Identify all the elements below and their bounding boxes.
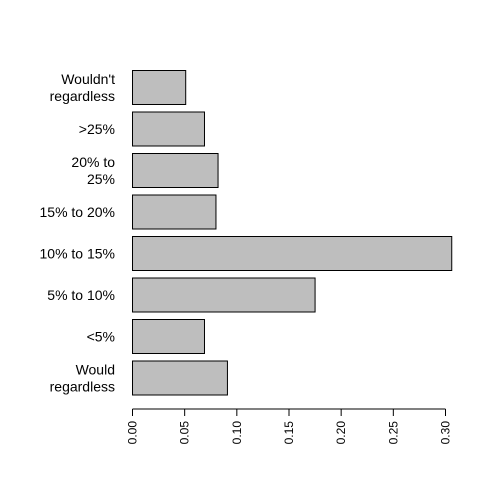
category-label: Would xyxy=(76,362,115,378)
x-tick-label: 0.00 xyxy=(126,421,140,445)
bar xyxy=(132,236,453,271)
bar xyxy=(132,194,217,230)
category-label: 25% xyxy=(87,171,115,187)
x-tick-label: 0.15 xyxy=(282,421,296,445)
category-label: regardless xyxy=(50,379,115,395)
bar xyxy=(132,277,316,313)
category-label: Wouldn't xyxy=(61,71,115,87)
x-tick-label: 0.20 xyxy=(334,421,348,445)
bar xyxy=(132,319,205,354)
bar xyxy=(132,153,219,188)
x-axis: 0.00 0.05 0.10 0.15 0.20 0.25 0.30 xyxy=(126,408,452,445)
x-tick-label: 0.25 xyxy=(386,421,400,445)
x-tick-label: 0.05 xyxy=(178,421,192,445)
x-tick-label: 0.30 xyxy=(438,421,452,445)
category-label: 15% to 20% xyxy=(40,204,116,220)
category-label: <5% xyxy=(87,329,115,345)
category-label: >25% xyxy=(79,121,115,137)
bars xyxy=(132,70,453,396)
x-tick-label: 0.10 xyxy=(230,421,244,445)
category-label: regardless xyxy=(50,88,115,104)
category-label: 5% to 10% xyxy=(47,287,115,303)
bar xyxy=(132,111,205,147)
category-label: 20% to xyxy=(71,154,115,170)
bar xyxy=(132,70,187,105)
category-label: 10% to 15% xyxy=(40,246,116,262)
bar xyxy=(132,360,228,396)
